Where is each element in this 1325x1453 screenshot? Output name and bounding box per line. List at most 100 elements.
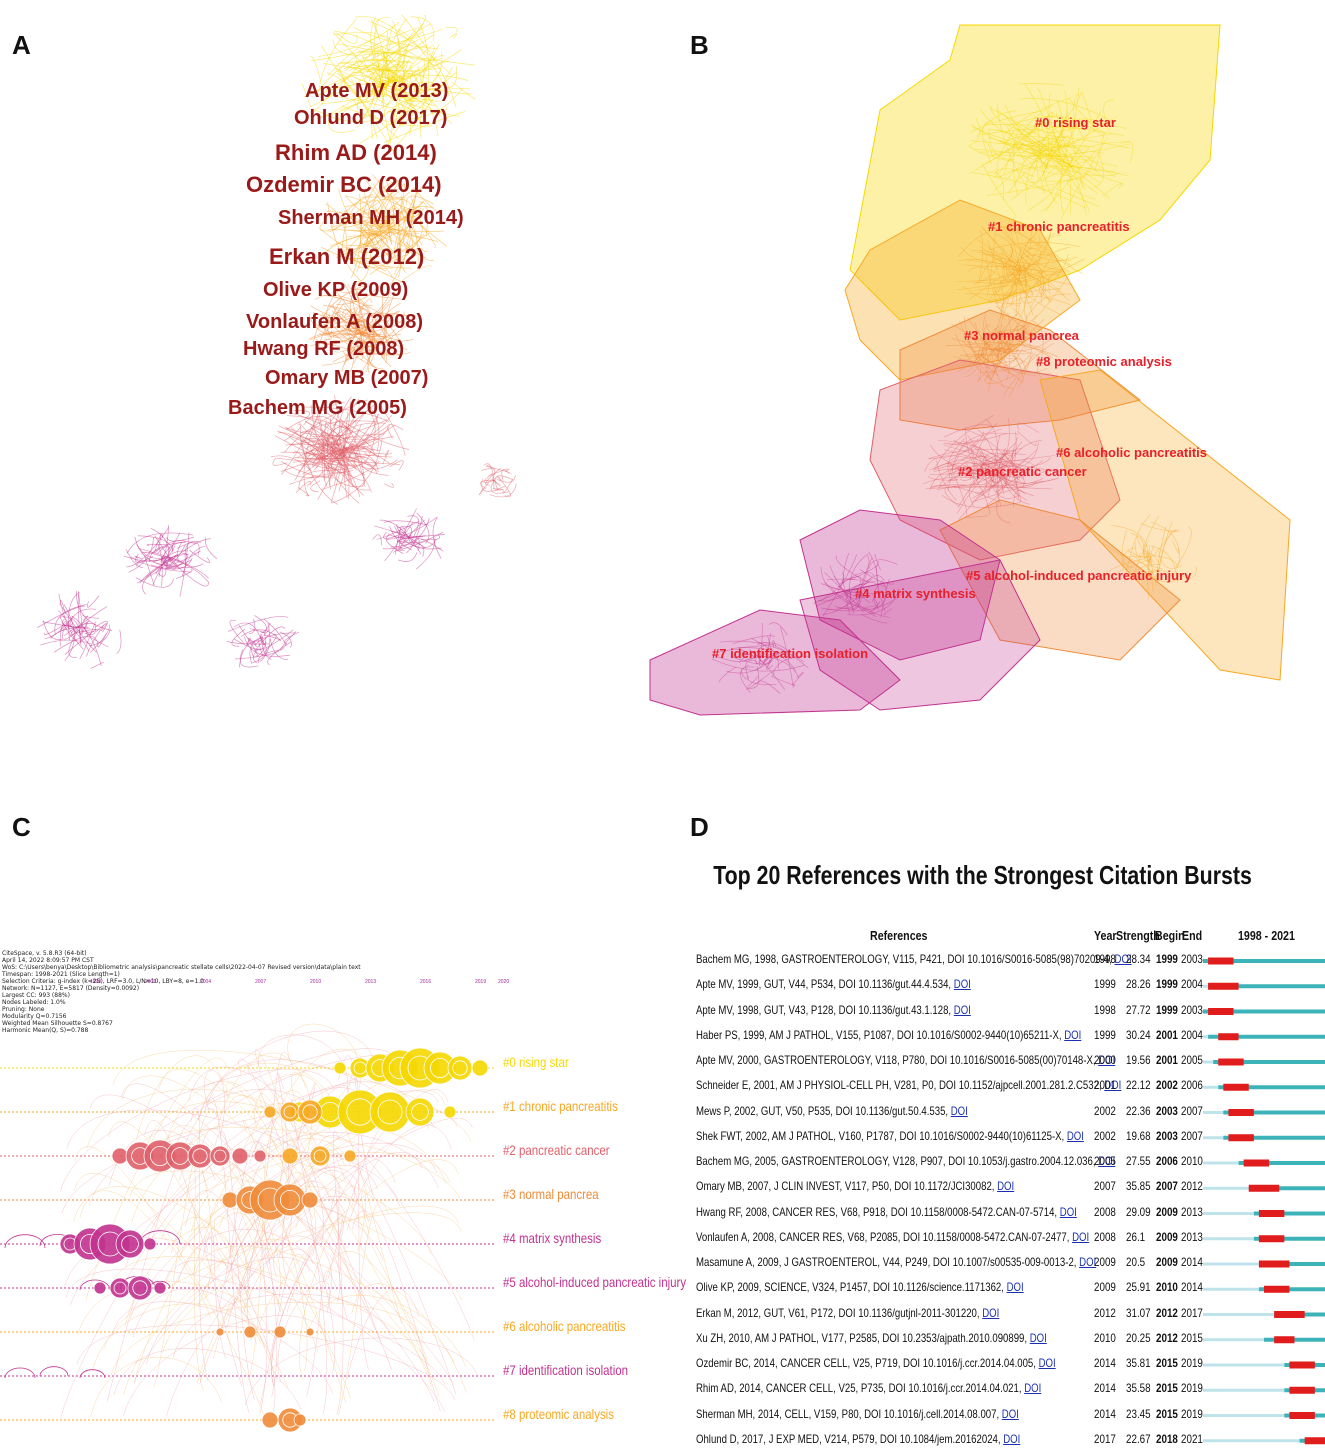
network-edge <box>286 415 332 430</box>
burst-end: 2014 <box>1181 1280 1203 1295</box>
network-edge <box>257 649 280 664</box>
network-edge <box>318 441 341 452</box>
network-edge <box>382 239 388 248</box>
reference-text: Hwang RF, 2008, CANCER RES, V68, P918, D… <box>696 1204 1060 1219</box>
reference-text: Schneider E, 2001, AM J PHYSIOL-CELL PH,… <box>696 1078 1105 1093</box>
doi-link[interactable]: DOI <box>1104 1078 1122 1093</box>
network-edge <box>1000 418 1010 461</box>
network-edge <box>1124 514 1151 579</box>
timeline-node <box>273 1325 287 1339</box>
network-edge <box>332 31 386 39</box>
network-edge <box>973 332 1005 343</box>
network-edge <box>309 34 435 108</box>
doi-link[interactable]: DOI <box>1024 1381 1042 1396</box>
doi-link[interactable]: DOI <box>1066 1128 1084 1143</box>
timeline-link <box>103 1212 462 1350</box>
network-edge <box>989 342 1002 361</box>
doi-link[interactable]: DOI <box>950 1103 968 1118</box>
timeline-link <box>204 1097 250 1414</box>
network-edge <box>337 312 367 335</box>
network-edge <box>306 452 364 496</box>
network-edge <box>364 187 380 228</box>
doi-link[interactable]: DOI <box>953 977 971 992</box>
network-edge <box>975 339 987 362</box>
doi-link[interactable]: DOI <box>953 1002 971 1017</box>
network-edge <box>1005 439 1042 487</box>
network-edge <box>316 83 383 97</box>
doi-link[interactable]: DOI <box>1098 1053 1116 1067</box>
network-edge <box>289 412 356 452</box>
network-edge <box>361 55 423 114</box>
network-edge <box>259 634 265 645</box>
network-edge <box>964 350 1014 357</box>
reference-year: 2005 <box>1094 1154 1116 1168</box>
network-edge <box>974 344 1047 359</box>
network-edge <box>841 578 856 585</box>
network-edge <box>780 627 794 688</box>
doi-link[interactable]: DOI <box>1059 1204 1077 1219</box>
network-edge <box>166 536 195 542</box>
network-edge <box>860 575 885 590</box>
network-edge <box>384 482 394 488</box>
network-edge <box>1065 88 1080 147</box>
network-edge <box>868 559 898 569</box>
network-edge <box>350 443 365 487</box>
doi-link[interactable]: DOI <box>1006 1280 1024 1295</box>
burst-begin: 2001 <box>1156 1027 1178 1042</box>
network-edge <box>491 479 501 487</box>
network-edge <box>362 228 392 254</box>
network-edge <box>344 283 357 330</box>
network-edge <box>328 316 363 334</box>
network-edge <box>154 546 171 553</box>
network-edge <box>68 592 81 641</box>
network-edge <box>319 218 331 232</box>
network-edge <box>184 540 202 566</box>
doi-link[interactable]: DOI <box>1098 1154 1116 1168</box>
network-edge <box>963 316 977 352</box>
network-edge <box>846 589 859 615</box>
doi-link[interactable]: DOI <box>1001 1406 1019 1421</box>
burst-row: Sherman MH, 2014, CELL, V159, P80, DOI 1… <box>696 1407 1019 1427</box>
burst-end: 2013 <box>1181 1204 1203 1219</box>
network-edge <box>59 621 66 647</box>
doi-link[interactable]: DOI <box>1038 1356 1056 1370</box>
panel-b-cluster-label: #0 rising star <box>1035 115 1116 130</box>
network-edge <box>874 554 881 571</box>
doi-link[interactable]: DOI <box>1079 1255 1097 1269</box>
network-edge <box>320 457 364 488</box>
network-edge <box>323 295 388 344</box>
network-edge <box>71 615 102 666</box>
doi-link[interactable]: DOI <box>997 1179 1015 1194</box>
network-edge <box>486 464 495 470</box>
network-edge <box>944 424 994 438</box>
network-edge <box>322 318 333 336</box>
timeline-link <box>204 1070 225 1137</box>
doi-link[interactable]: DOI <box>1064 1027 1082 1042</box>
network-edge <box>353 444 360 467</box>
network-edge <box>992 464 1009 471</box>
doi-link[interactable]: DOI <box>1029 1330 1047 1345</box>
burst-strength: 19.56 <box>1126 1053 1151 1067</box>
doi-link[interactable]: DOI <box>1072 1229 1090 1244</box>
network-edge <box>397 228 401 278</box>
network-edge <box>1002 471 1010 480</box>
network-edge <box>991 276 1019 300</box>
network-edge <box>320 246 412 269</box>
network-edge <box>979 354 1031 373</box>
network-edge <box>343 444 352 482</box>
reference-year: 2012 <box>1094 1305 1116 1320</box>
doi-link[interactable]: DOI <box>1003 1431 1021 1446</box>
doi-link[interactable]: DOI <box>1114 952 1132 966</box>
panel-b-cluster-label: #8 proteomic analysis <box>1036 354 1172 369</box>
reference-year: 2001 <box>1094 1078 1116 1093</box>
network-edge <box>1174 566 1197 579</box>
network-edge <box>1056 158 1090 213</box>
network-edge <box>64 623 97 637</box>
network-edge <box>348 321 365 331</box>
network-edge <box>373 18 390 82</box>
reference-text: Apte MV, 1998, GUT, V43, P128, DOI 10.11… <box>696 1002 954 1017</box>
network-edge <box>1151 546 1178 584</box>
burst-end: 2003 <box>1181 952 1203 966</box>
doi-link[interactable]: DOI <box>982 1305 1000 1320</box>
